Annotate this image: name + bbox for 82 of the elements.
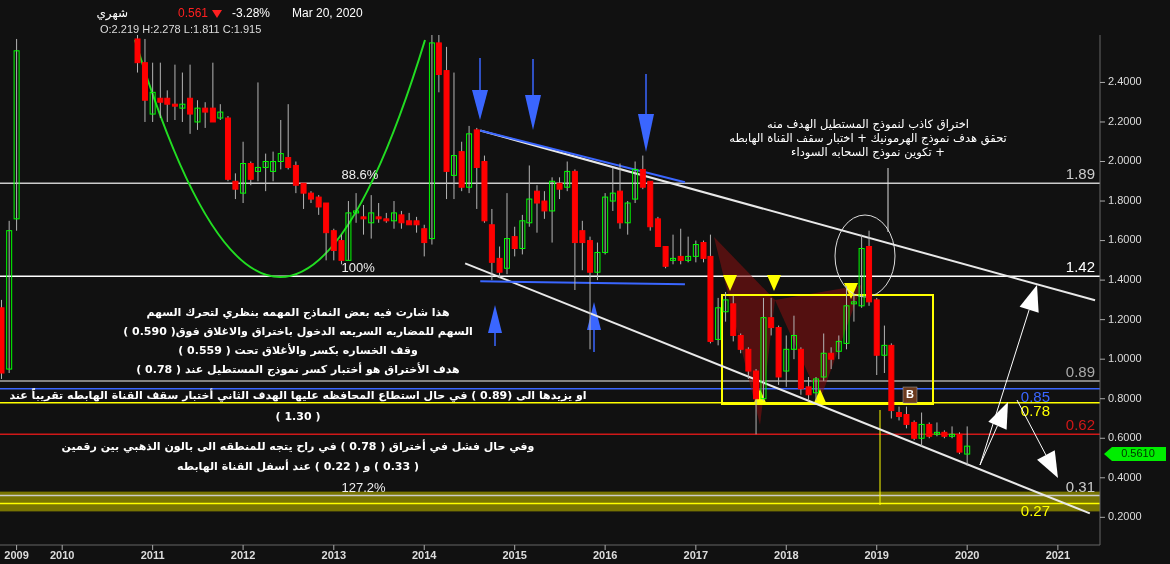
y-tick-label: 0.4000 [1108, 470, 1142, 483]
candlestick [685, 236, 692, 263]
candlestick [428, 34, 435, 246]
candlestick [556, 176, 563, 200]
candlestick [609, 166, 616, 212]
y-tick-label: 2.4000 [1108, 75, 1142, 88]
candlestick [881, 325, 888, 374]
text: شهري [96, 6, 128, 22]
candlestick [194, 99, 201, 131]
candlestick [632, 161, 639, 204]
ref-line-label: 1.42 [1065, 258, 1095, 276]
text: O:2.219 H:2.278 L:1.811 C:1.915 [100, 22, 262, 35]
ref-line-label: 0.89 [1065, 362, 1095, 380]
candlestick [677, 228, 684, 265]
candlestick [13, 38, 20, 232]
y-tick-label: 0.6000 [1108, 431, 1142, 444]
candlestick [466, 125, 473, 194]
candlestick [285, 103, 292, 170]
x-tick-label: 2013 [321, 549, 347, 561]
y-tick-label: 0.8000 [1108, 391, 1142, 404]
y-tick-label: 1.2000 [1108, 312, 1142, 325]
candlestick [949, 425, 956, 439]
y-tick-label: 1.8000 [1108, 193, 1142, 206]
candlestick [277, 119, 284, 170]
x-tick-label: 2014 [412, 549, 438, 561]
x-tick-label: 2019 [864, 549, 889, 561]
y-tick-label: 1.0000 [1108, 352, 1142, 365]
candlestick [956, 431, 963, 455]
x-tick-label: 2017 [683, 549, 709, 561]
ref-line-label: 0.62 [1065, 416, 1095, 434]
x-tick-label: 2021 [1045, 549, 1071, 561]
annotation: B [906, 387, 915, 400]
text: Mar 20, 2020 [292, 6, 364, 21]
candlestick [421, 224, 428, 257]
y-tick-label: 0.2000 [1108, 510, 1142, 523]
candlestick [450, 72, 457, 200]
candlestick [232, 172, 239, 200]
ref-line-label: 1.89 [1065, 165, 1095, 183]
y-tick-label: 1.4000 [1108, 273, 1142, 286]
candlestick [368, 194, 375, 240]
x-tick-label: 2010 [49, 549, 75, 561]
text: -3.28% [232, 6, 271, 21]
candlestick [790, 315, 797, 360]
x-tick-label: 2012 [230, 549, 256, 561]
candlestick [624, 200, 631, 236]
annotation: 127.2% [341, 479, 387, 495]
candlestick [6, 220, 13, 374]
ref-line-label: 0.31 [1065, 477, 1095, 495]
candlestick [202, 101, 209, 129]
text: 0.561 [178, 6, 209, 21]
candlestick [828, 346, 835, 370]
candlestick [549, 176, 556, 244]
x-tick-label: 2011 [140, 549, 165, 561]
x-tick-label: 2015 [502, 549, 527, 561]
candlestick [240, 141, 247, 204]
x-tick-label: 2020 [954, 549, 980, 561]
candlestick [171, 64, 178, 121]
y-tick-label: 2.0000 [1108, 154, 1142, 167]
ref-line-label: 0.27 [1020, 502, 1050, 520]
x-tick-label: 2009 [4, 549, 29, 561]
candlestick [179, 72, 186, 123]
candlestick [511, 226, 518, 257]
annotation: اختراق كاذب لنموذج المستطيل الهدف منه تحقق هدف نموذج الهرمونيك + اختبار سقف القناة الهابطه + تكوين نموذج السحابه السوداء [729, 117, 1007, 160]
candlestick [504, 192, 511, 275]
x-tick-label: 2016 [592, 549, 618, 561]
x-tick-label: 2018 [774, 549, 799, 561]
candlestick [670, 234, 677, 265]
y-tick-label: 1.6000 [1108, 233, 1142, 246]
candlestick [247, 161, 254, 186]
y-tick-label: 2.2000 [1108, 114, 1142, 127]
text: 0.5610 [1121, 446, 1155, 459]
candlestick [149, 62, 156, 123]
candlestick [692, 240, 699, 263]
candlestick [360, 204, 367, 236]
annotation: 100% [341, 260, 376, 276]
candlestick [391, 200, 398, 230]
candlestick [918, 412, 925, 447]
candlestick [209, 62, 216, 123]
candlestick [933, 421, 940, 437]
candlestick [564, 161, 571, 192]
candlestick [187, 64, 194, 135]
candlestick [964, 425, 971, 467]
